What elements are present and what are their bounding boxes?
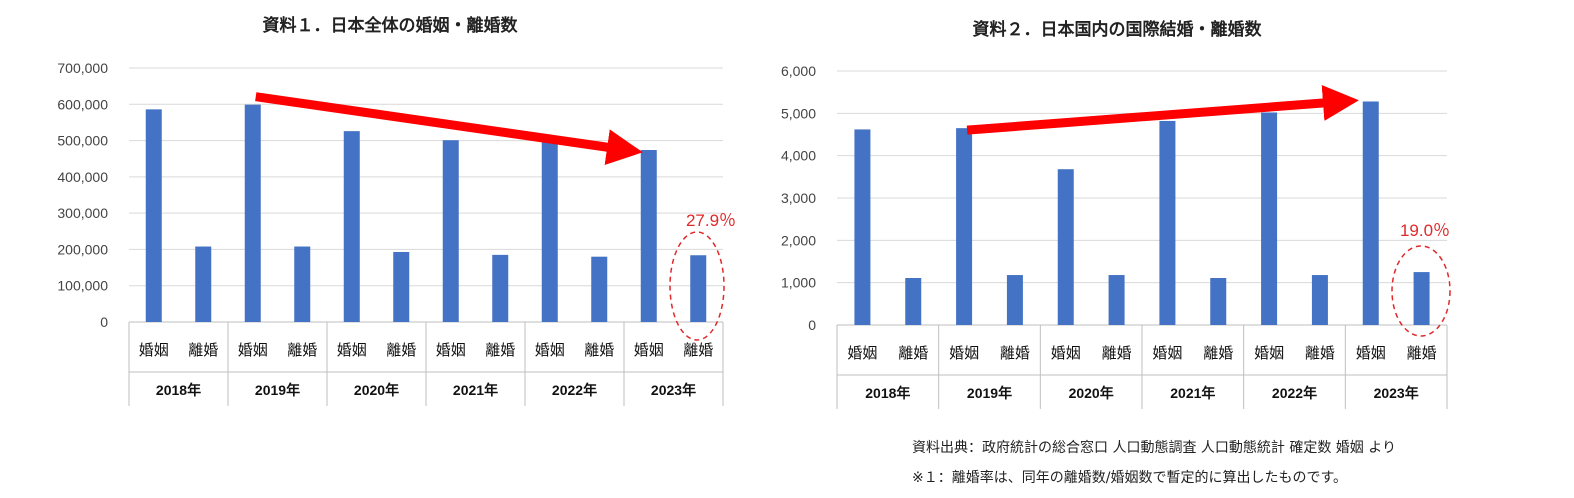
- category-label: 離婚: [1407, 344, 1437, 362]
- year-label: 2019年: [967, 385, 1012, 401]
- footnote-source: 資料出典：政府統計の総合窓口 人口動態調査 人口動態統計 確定数 婚姻 より: [912, 440, 1396, 456]
- category-label: 婚姻: [337, 341, 367, 359]
- divorce-rate-annotation: 19.0％: [1400, 221, 1450, 240]
- category-label: 離婚: [485, 341, 515, 359]
- divorce-rate-annotation: 27.9％: [686, 211, 736, 230]
- bar-marriage: [1057, 169, 1074, 325]
- bar-marriage: [640, 150, 657, 322]
- y-tick-label: 2,000: [781, 232, 816, 248]
- y-tick-label: 200,000: [57, 241, 108, 257]
- category-label: 離婚: [1000, 344, 1030, 362]
- year-label: 2022年: [1272, 385, 1317, 401]
- chart-1-title: 資料１．日本全体の婚姻・離婚数: [263, 15, 519, 36]
- y-tick-label: 700,000: [57, 60, 108, 76]
- highlight-ellipse: [669, 231, 725, 341]
- y-tick-label: 1,000: [781, 275, 816, 291]
- footnote-divorce-rate: ※１：離婚率は、同年の離婚数/婚姻数で暫定的に算出したものです。: [912, 470, 1348, 486]
- y-tick-label: 600,000: [57, 96, 108, 112]
- y-tick-label: 6,000: [781, 63, 816, 79]
- category-label: 離婚: [683, 341, 713, 359]
- category-label: 婚姻: [436, 341, 466, 359]
- bar-marriage: [1362, 101, 1379, 325]
- category-label: 離婚: [1305, 344, 1335, 362]
- y-tick-label: 500,000: [57, 133, 108, 149]
- year-label: 2020年: [354, 382, 399, 398]
- chart-2-title: 資料２．日本国内の国際結婚・離婚数: [973, 19, 1263, 40]
- year-label: 2021年: [453, 382, 498, 398]
- bar-marriage: [854, 129, 871, 325]
- category-label: 婚姻: [634, 341, 664, 359]
- category-label: 離婚: [584, 341, 614, 359]
- year-label: 2018年: [865, 385, 910, 401]
- bar-marriage: [244, 104, 261, 322]
- bar-divorce: [1210, 278, 1227, 325]
- category-label: 婚姻: [139, 341, 169, 359]
- year-label: 2021年: [1170, 385, 1215, 401]
- year-label: 2019年: [255, 382, 300, 398]
- bar-divorce: [1006, 275, 1023, 325]
- year-label: 2020年: [1069, 385, 1114, 401]
- bar-marriage: [541, 138, 558, 322]
- category-label: 婚姻: [1051, 344, 1081, 362]
- category-label: 婚姻: [238, 341, 268, 359]
- category-label: 婚姻: [949, 344, 979, 362]
- bar-divorce: [393, 251, 410, 322]
- category-label: 離婚: [386, 341, 416, 359]
- chart-2-international-marriages-divorces: 資料２．日本国内の国際結婚・離婚数 0 1,000 2,000 3,000 4,000 5…: [781, 19, 1451, 409]
- category-label: 離婚: [287, 341, 317, 359]
- bar-marriage: [956, 128, 973, 325]
- bar-divorce: [591, 256, 608, 322]
- trend-arrow: [966, 85, 1359, 135]
- category-label: 離婚: [1102, 344, 1132, 362]
- year-label: 2023年: [1374, 385, 1419, 401]
- chart-1-marriages-divorces-japan: 資料１．日本全体の婚姻・離婚数 0 100,000 200,000 300,000 40…: [57, 15, 736, 406]
- category-label: 離婚: [188, 341, 218, 359]
- y-tick-label: 3,000: [781, 190, 816, 206]
- bar-divorce: [492, 254, 509, 322]
- trend-arrow: [255, 92, 643, 166]
- bar-marriage: [343, 131, 360, 322]
- bar-divorce: [294, 246, 311, 322]
- y-tick-label: 0: [808, 317, 816, 333]
- category-label: 婚姻: [1356, 344, 1386, 362]
- y-tick-label: 300,000: [57, 205, 108, 221]
- y-tick-label: 5,000: [781, 105, 816, 121]
- y-tick-label: 400,000: [57, 169, 108, 185]
- bar-marriage: [1159, 120, 1176, 325]
- y-tick-label: 100,000: [57, 278, 108, 294]
- year-label: 2023年: [651, 382, 696, 398]
- year-label: 2022年: [552, 382, 597, 398]
- bar-marriage: [442, 140, 459, 322]
- bar-marriage: [1261, 112, 1278, 325]
- bar-divorce: [1311, 275, 1328, 325]
- y-tick-label: 4,000: [781, 148, 816, 164]
- category-label: 婚姻: [1152, 344, 1182, 362]
- bar-divorce: [1108, 275, 1125, 325]
- category-label: 婚姻: [847, 344, 877, 362]
- bar-divorce: [905, 278, 922, 325]
- category-label: 離婚: [1203, 344, 1233, 362]
- year-label: 2018年: [156, 382, 201, 398]
- highlight-ellipse: [1391, 245, 1451, 337]
- bar-divorce: [690, 255, 707, 322]
- bar-divorce: [1413, 272, 1430, 325]
- bar-divorce: [195, 246, 212, 322]
- category-label: 婚姻: [535, 341, 565, 359]
- category-label: 離婚: [898, 344, 928, 362]
- y-tick-label: 0: [100, 314, 108, 330]
- category-label: 婚姻: [1254, 344, 1284, 362]
- bar-marriage: [145, 109, 162, 322]
